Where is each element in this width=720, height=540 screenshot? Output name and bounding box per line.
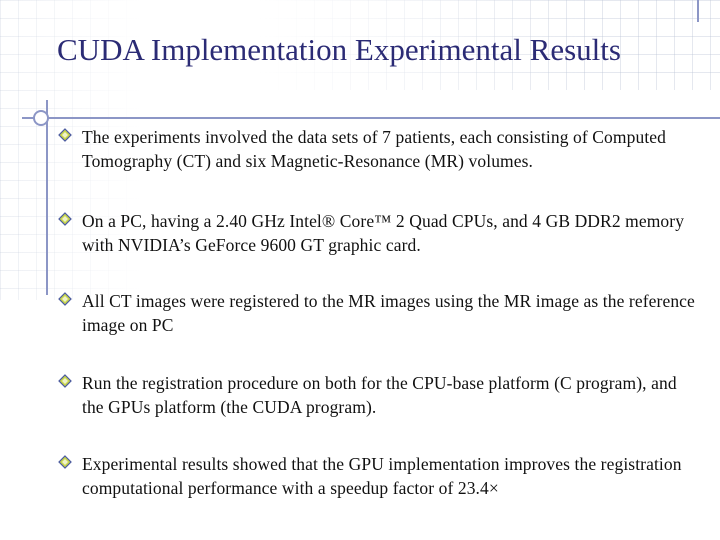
diamond-bullet-icon <box>58 209 82 231</box>
bullet-item-1: The experiments involved the data sets o… <box>58 125 698 173</box>
bullet-item-2: On a PC, having a 2.40 GHz Intel® Core™ … <box>58 209 698 257</box>
decorative-vertical-line-top <box>697 0 699 22</box>
bullet-item-4: Run the registration procedure on both f… <box>58 371 698 419</box>
decorative-vertical-line <box>46 100 48 295</box>
bullet-text: Experimental results showed that the GPU… <box>82 454 682 498</box>
bullet-item-3: All CT images were registered to the MR … <box>58 289 698 337</box>
bullet-text: The experiments involved the data sets o… <box>82 127 667 171</box>
bullet-item-5: Experimental results showed that the GPU… <box>58 452 698 500</box>
background-grid <box>260 0 720 90</box>
bullet-text: On a PC, having a 2.40 GHz Intel® Core™ … <box>82 211 685 255</box>
diamond-bullet-icon <box>58 289 82 311</box>
diamond-bullet-icon <box>58 371 82 393</box>
diamond-bullet-icon <box>58 125 82 147</box>
background-grid-left <box>0 0 140 300</box>
bullet-text: All CT images were registered to the MR … <box>82 291 695 335</box>
slide-title: CUDA Implementation Experimental Results <box>57 32 621 67</box>
bullet-text: Run the registration procedure on both f… <box>82 373 677 417</box>
decorative-circle <box>33 110 49 126</box>
diamond-bullet-icon <box>58 452 82 474</box>
decorative-horizontal-line <box>22 117 720 119</box>
